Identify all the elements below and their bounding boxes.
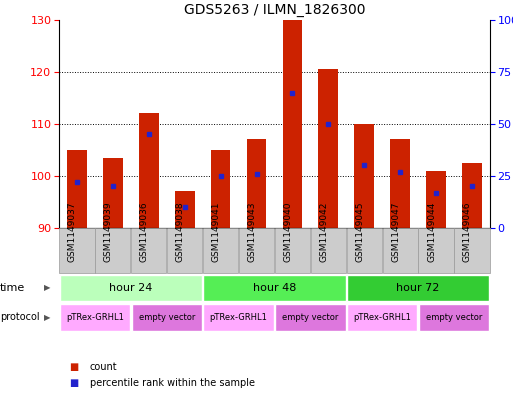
Bar [60,228,94,273]
Text: pTRex-GRHL1: pTRex-GRHL1 [210,313,267,322]
Title: GDS5263 / ILMN_1826300: GDS5263 / ILMN_1826300 [184,3,365,17]
Bar [60,275,202,301]
Bar [319,69,338,228]
Text: GSM1149043: GSM1149043 [247,201,256,262]
Text: GSM1149038: GSM1149038 [175,201,185,262]
Text: hour 24: hour 24 [109,283,152,293]
Bar [390,140,410,228]
Text: GSM1149046: GSM1149046 [463,201,472,262]
Text: GSM1149047: GSM1149047 [391,201,400,262]
Bar [275,304,346,331]
Text: pTRex-GRHL1: pTRex-GRHL1 [353,313,411,322]
Bar [311,228,346,273]
Bar [283,20,302,228]
Text: percentile rank within the sample: percentile rank within the sample [90,378,255,388]
Text: GSM1149037: GSM1149037 [68,201,77,262]
Bar [419,304,489,331]
Bar [354,124,374,228]
Bar [347,228,382,273]
Bar [203,228,238,273]
Bar [60,304,130,331]
Bar [211,150,230,228]
Text: empty vector: empty vector [426,313,482,322]
Bar [347,304,418,331]
Bar [347,275,489,301]
Text: GSM1149045: GSM1149045 [355,201,364,262]
Bar [203,275,346,301]
Text: ■: ■ [69,378,78,388]
Text: pTRex-GRHL1: pTRex-GRHL1 [66,313,124,322]
Text: protocol: protocol [0,312,40,322]
Text: GSM1149041: GSM1149041 [211,201,221,262]
Text: GSM1149036: GSM1149036 [140,201,149,262]
Text: ■: ■ [69,362,78,373]
Bar [67,150,87,228]
Bar [239,228,274,273]
Text: hour 48: hour 48 [253,283,296,293]
Text: ▶: ▶ [44,313,50,322]
Bar [175,191,194,228]
Text: ▶: ▶ [44,283,50,292]
Bar [462,163,482,228]
Text: count: count [90,362,117,373]
Text: GSM1149044: GSM1149044 [427,201,436,262]
Text: GSM1149040: GSM1149040 [283,201,292,262]
Text: empty vector: empty vector [139,313,195,322]
Text: GSM1149042: GSM1149042 [319,201,328,262]
Text: empty vector: empty vector [282,313,339,322]
Text: time: time [0,283,25,293]
Bar [275,228,310,273]
Bar [455,228,489,273]
Bar [247,140,266,228]
Bar [131,228,166,273]
Bar [419,228,453,273]
Bar [426,171,446,228]
Text: hour 72: hour 72 [397,283,440,293]
Bar [131,304,202,331]
Bar [383,228,418,273]
Bar [203,304,274,331]
Bar [95,228,130,273]
Bar [103,158,123,228]
Bar [167,228,202,273]
Text: GSM1149039: GSM1149039 [104,201,113,262]
Bar [139,113,159,228]
